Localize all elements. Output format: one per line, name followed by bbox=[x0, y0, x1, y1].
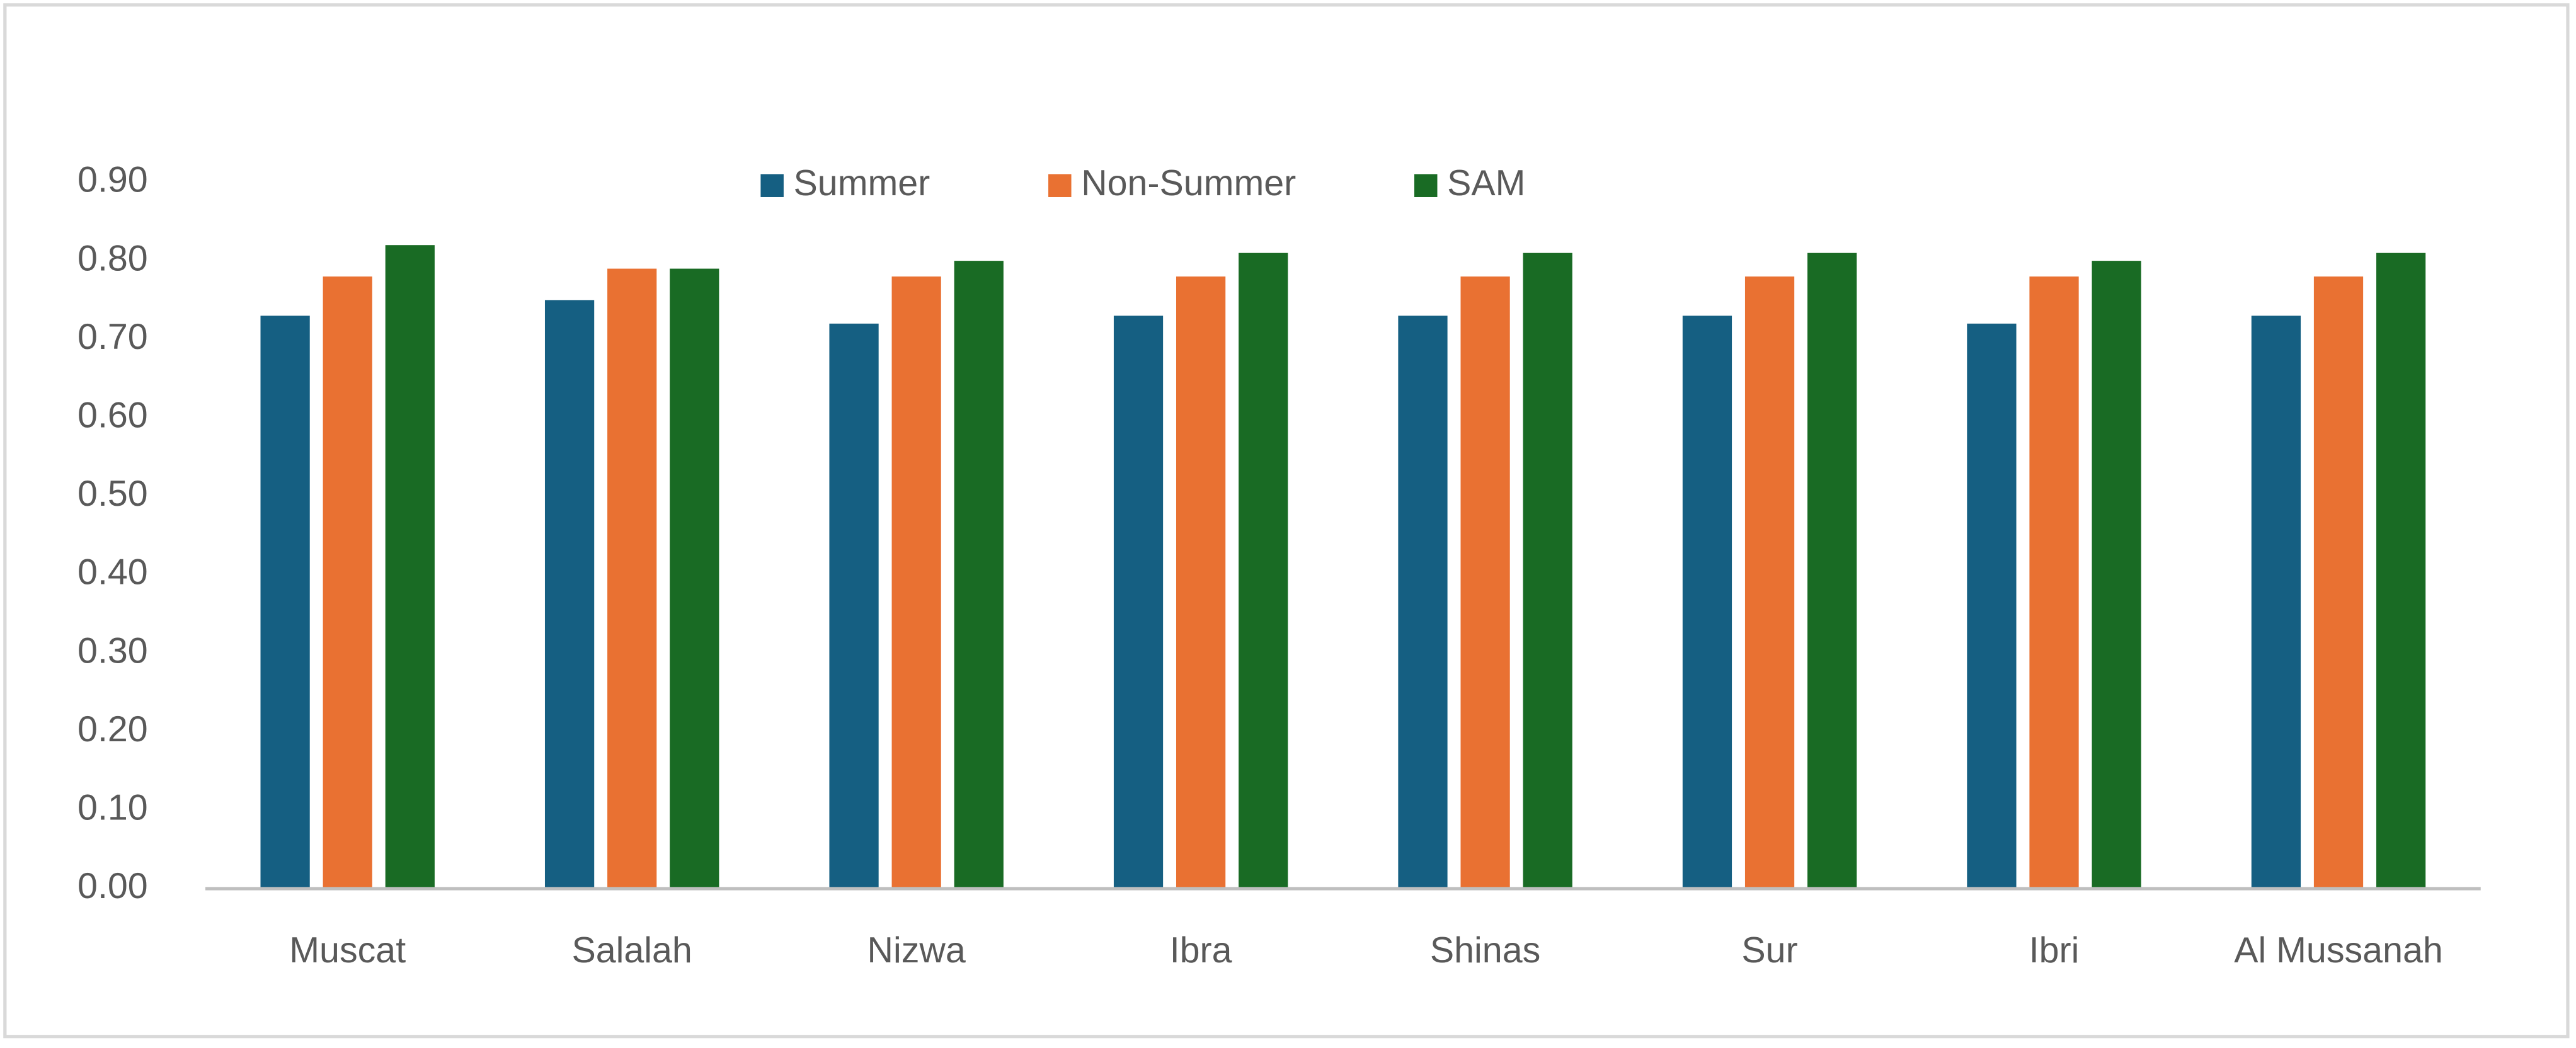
bar bbox=[1176, 276, 1226, 889]
bar bbox=[1523, 253, 1572, 889]
x-tick-label: Salalah bbox=[572, 930, 692, 971]
y-tick-label: 0.60 bbox=[77, 395, 148, 435]
bar bbox=[2092, 261, 2141, 889]
bar bbox=[1682, 316, 1732, 889]
x-tick-label: Ibra bbox=[1170, 930, 1232, 971]
legend-label: Summer bbox=[794, 163, 930, 203]
bar bbox=[2251, 316, 2301, 889]
bar bbox=[260, 316, 310, 889]
y-tick-label: 0.30 bbox=[77, 630, 148, 671]
x-tick-label: Ibri bbox=[2029, 930, 2080, 971]
bar bbox=[2313, 276, 2364, 889]
x-tick-label: Sur bbox=[1741, 930, 1797, 971]
bar bbox=[1398, 316, 1448, 889]
x-tick-label: Al Mussanah bbox=[2234, 930, 2443, 971]
bar bbox=[670, 268, 719, 889]
bar bbox=[1113, 316, 1164, 889]
y-tick-label: 0.10 bbox=[77, 788, 148, 828]
legend-swatch bbox=[1048, 174, 1072, 197]
x-tick-label: Muscat bbox=[289, 930, 406, 971]
bar bbox=[2029, 276, 2079, 889]
bar bbox=[1239, 253, 1288, 889]
x-tick-label: Nizwa bbox=[867, 930, 966, 971]
legend-label: Non-Summer bbox=[1081, 163, 1296, 203]
bar bbox=[385, 245, 435, 889]
bar bbox=[323, 276, 372, 889]
y-tick-label: 0.90 bbox=[77, 160, 148, 200]
bar bbox=[607, 268, 657, 889]
bar bbox=[1744, 276, 1795, 889]
y-tick-label: 0.40 bbox=[77, 552, 148, 593]
legend-label: SAM bbox=[1447, 163, 1525, 203]
legend-swatch bbox=[1414, 174, 1438, 197]
bar bbox=[2376, 253, 2426, 889]
x-tick-label: Shinas bbox=[1430, 930, 1540, 971]
bar bbox=[1967, 323, 2017, 889]
bar bbox=[891, 276, 941, 889]
y-tick-label: 0.80 bbox=[77, 238, 148, 278]
bar bbox=[544, 300, 595, 889]
bar bbox=[1807, 253, 1857, 889]
y-tick-label: 0.70 bbox=[77, 317, 148, 357]
bar bbox=[1460, 276, 1510, 889]
legend-swatch bbox=[760, 174, 784, 197]
y-tick-label: 0.00 bbox=[77, 866, 148, 906]
y-tick-label: 0.50 bbox=[77, 474, 148, 514]
y-tick-label: 0.20 bbox=[77, 709, 148, 749]
bar bbox=[954, 261, 1004, 889]
bar bbox=[829, 323, 879, 889]
